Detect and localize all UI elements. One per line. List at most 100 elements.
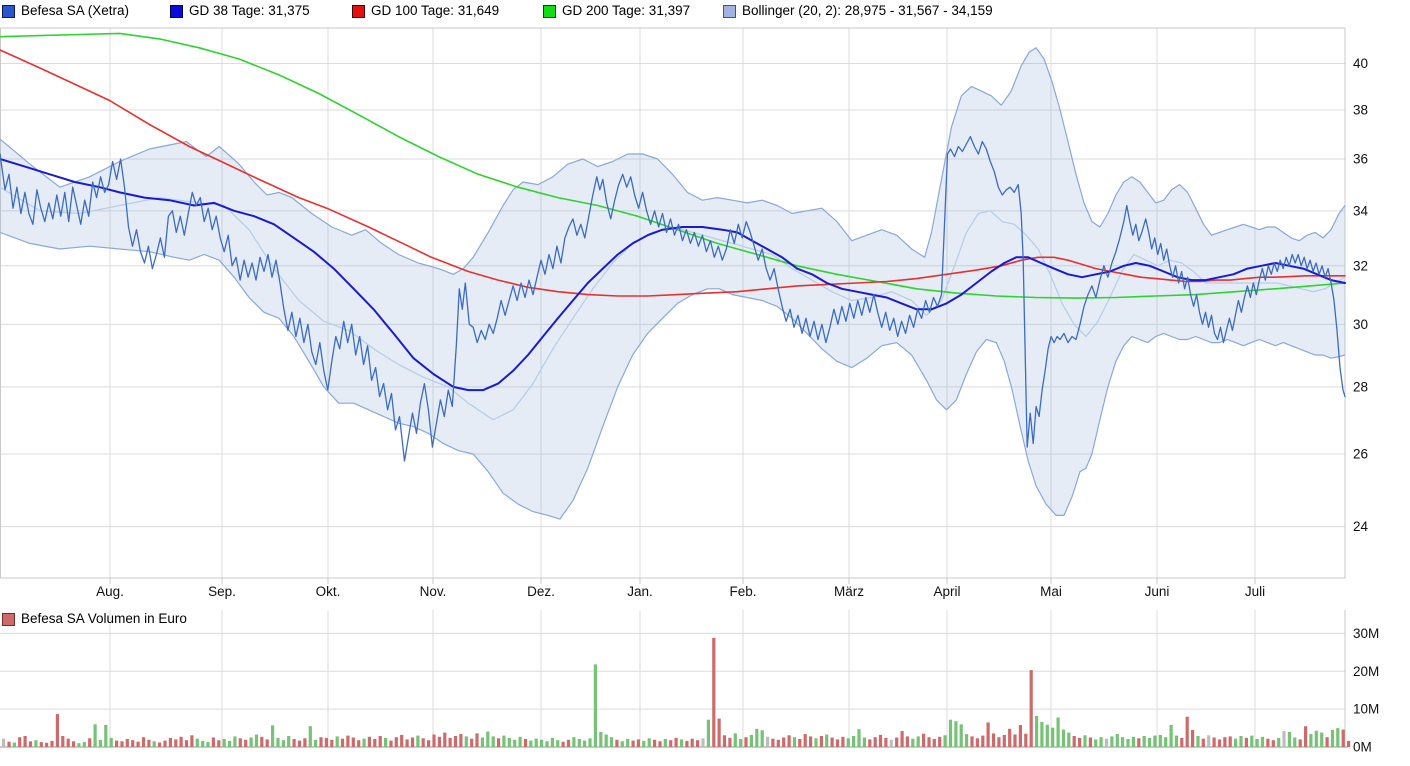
- volume-bar: [437, 736, 441, 747]
- volume-bar: [685, 740, 689, 747]
- volume-bar: [1035, 715, 1039, 747]
- volume-bar: [1072, 736, 1076, 747]
- volume-bar: [1207, 735, 1211, 747]
- volume-bar: [77, 743, 81, 747]
- volume-bar: [809, 736, 813, 747]
- volume-bar: [1196, 736, 1200, 747]
- volume-bar: [400, 734, 404, 747]
- volume-bar: [1078, 737, 1082, 747]
- volume-bar: [190, 735, 194, 747]
- volume-bar: [168, 737, 172, 747]
- volume-bar: [776, 739, 780, 747]
- volume-bar: [340, 738, 345, 747]
- volume-bar: [330, 739, 334, 747]
- volume-bar: [152, 741, 156, 747]
- legend-item-bollinger: Bollinger (20, 2): 28,975 - 31,567 - 34,…: [723, 3, 993, 19]
- gd38-series-swatch: [170, 4, 183, 18]
- volume-bar: [717, 718, 721, 747]
- volume-bar: [733, 733, 737, 747]
- volume-bar: [948, 719, 953, 747]
- volume-bar: [1061, 729, 1066, 747]
- volume-bar: [28, 741, 33, 747]
- volume-bar: [104, 725, 108, 747]
- volume-bar: [271, 725, 275, 747]
- volume-bar: [814, 738, 818, 747]
- volume-bar: [771, 738, 775, 747]
- volume-bar: [1228, 736, 1232, 747]
- volume-bar: [217, 740, 221, 747]
- volume-bar: [1174, 735, 1178, 747]
- volume-bar: [1314, 730, 1318, 747]
- volume-bar: [1250, 735, 1254, 747]
- price-axis-label: 40: [1353, 56, 1368, 71]
- volume-bar: [34, 740, 38, 747]
- volume-bar: [690, 738, 694, 747]
- volume-series-swatch: [2, 612, 15, 626]
- main-plot-border: [0, 27, 1346, 579]
- volume-bar: [351, 737, 355, 747]
- legend-item-gd38: GD 38 Tage: 31,375: [170, 3, 310, 19]
- volume-bar: [873, 737, 877, 747]
- volume-bar: [696, 740, 700, 747]
- volume-bar: [211, 737, 215, 747]
- volume-bar: [405, 739, 409, 747]
- volume-bar: [115, 740, 119, 747]
- volume-bar: [1121, 737, 1125, 747]
- month-label: Feb.: [729, 584, 756, 599]
- volume-bar: [2, 738, 6, 747]
- volume-bar: [1271, 740, 1275, 747]
- volume-bar: [39, 742, 43, 747]
- volume-bar: [798, 739, 802, 747]
- volume-bar: [93, 724, 97, 747]
- volume-bar: [782, 737, 786, 747]
- month-label: Jan.: [627, 584, 653, 599]
- gd100-series-label: GD 100 Tage: 31,649: [371, 3, 500, 18]
- volume-bar: [249, 737, 253, 747]
- volume-bar: [991, 733, 996, 747]
- volume-bar: [609, 737, 614, 747]
- volume-bar: [954, 721, 958, 747]
- volume-bar: [88, 738, 92, 747]
- volume-bar: [378, 736, 382, 747]
- volume-bar: [1180, 737, 1184, 747]
- volume-bar: [357, 740, 361, 747]
- volume-bar: [862, 737, 866, 747]
- volume-bar: [147, 739, 151, 747]
- volume-bar: [1260, 736, 1265, 747]
- volume-bar: [362, 738, 366, 747]
- volume-bar: [448, 737, 452, 747]
- volume-series-label: Befesa SA Volumen in Euro: [21, 611, 187, 626]
- volume-bar: [529, 740, 533, 747]
- volume-bar: [1201, 738, 1205, 747]
- price-axis-label: 30: [1353, 317, 1368, 332]
- volume-bar: [965, 734, 969, 747]
- volume-bar: [927, 737, 931, 747]
- volume-bar: [825, 734, 829, 747]
- price-axis-label: 36: [1353, 152, 1368, 167]
- volume-legend: Befesa SA Volumen in Euro: [2, 610, 187, 628]
- volume-bar: [997, 737, 1001, 747]
- volume-bar: [1266, 738, 1270, 747]
- volume-bar: [120, 741, 124, 747]
- volume-bar: [857, 729, 861, 747]
- volume-bar: [50, 740, 54, 747]
- volume-bar: [265, 739, 269, 747]
- volume-bar: [846, 738, 850, 747]
- volume-bar: [550, 737, 554, 747]
- volume-bar: [1282, 731, 1286, 747]
- volume-bar: [722, 735, 727, 747]
- volume-bar: [222, 739, 226, 747]
- volume-bar: [1083, 735, 1087, 747]
- volume-bar: [1212, 737, 1216, 747]
- volume-bar: [1024, 733, 1028, 747]
- volume-bar: [1131, 736, 1135, 747]
- volume-bar: [1325, 737, 1329, 747]
- volume-bar: [1126, 739, 1130, 747]
- gd100-series-swatch: [352, 4, 365, 18]
- volume-bar: [260, 736, 264, 747]
- volume-bar: [486, 731, 490, 747]
- volume-bar: [314, 739, 318, 747]
- volume-bar: [475, 733, 479, 747]
- volume-bar: [136, 741, 140, 747]
- volume-bar: [1330, 730, 1335, 747]
